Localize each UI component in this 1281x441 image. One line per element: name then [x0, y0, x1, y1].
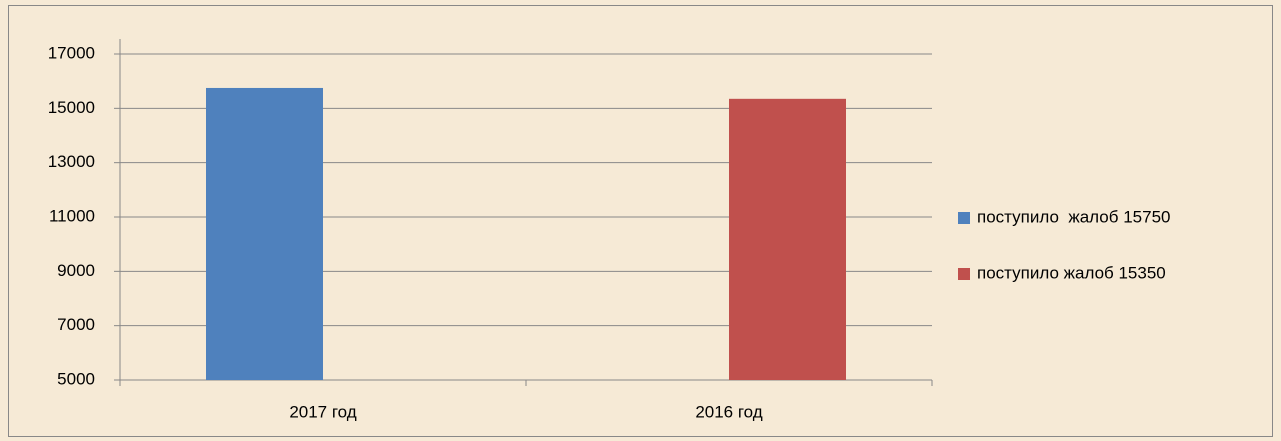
x-tick-label: 2016 год	[695, 402, 762, 421]
legend-label: поступило жалоб 15350	[977, 263, 1166, 282]
chart-border	[8, 5, 1273, 437]
legend-swatch	[958, 212, 970, 224]
y-tick-label: 13000	[48, 152, 95, 171]
y-tick-label: 9000	[57, 261, 95, 280]
x-tick-label: 2017 год	[289, 402, 356, 421]
y-tick-label: 5000	[57, 369, 95, 388]
legend-swatch	[958, 268, 970, 280]
y-tick-label: 15000	[48, 98, 95, 117]
y-tick-label: 11000	[49, 206, 95, 225]
bar	[729, 98, 846, 380]
legend-label: поступило жалоб 15750	[977, 207, 1170, 226]
y-tick-label: 7000	[57, 315, 95, 334]
y-tick-label: 17000	[48, 43, 95, 62]
bar	[206, 87, 323, 380]
